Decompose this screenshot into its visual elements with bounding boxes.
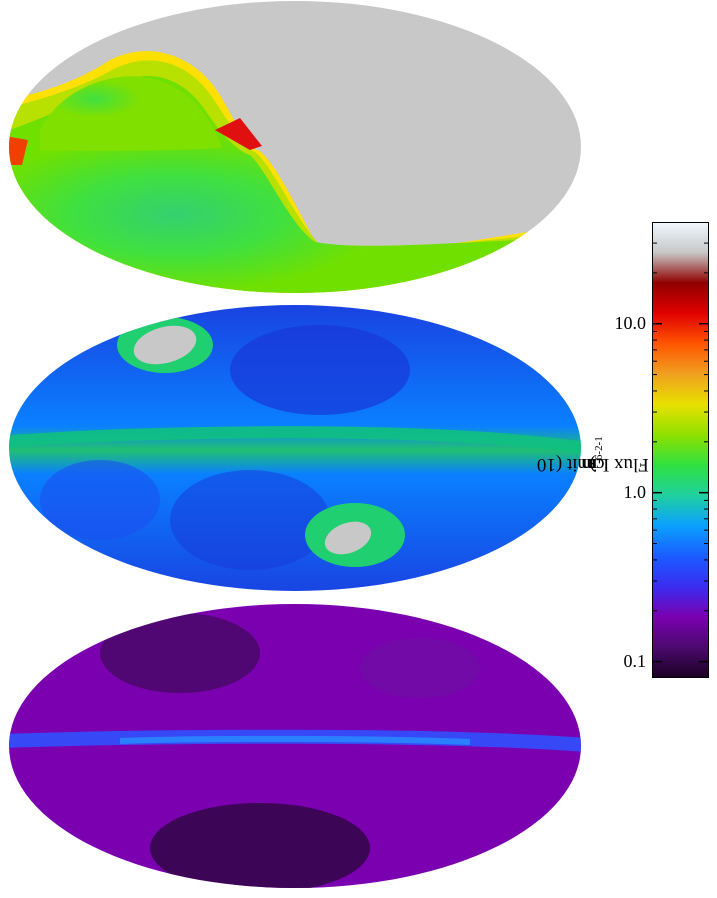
- sky-map-panel-2: [0, 300, 600, 600]
- sky-map-1: [9, 1, 581, 293]
- colorbar-label-end: ): [589, 453, 596, 475]
- colorbar-rect: [651, 221, 710, 679]
- colorbar-gradient: [651, 221, 710, 679]
- sky-map-2: [9, 305, 581, 591]
- mask-hole-2: [324, 521, 372, 555]
- colorbar-tick-label: 0.1: [623, 650, 647, 671]
- mask-hole-1: [133, 325, 197, 365]
- colorbar-label-exp3: -1: [592, 436, 605, 446]
- sky-map-3: [9, 604, 581, 888]
- colorbar: [651, 221, 710, 679]
- sky-map-panel-3: [0, 598, 600, 898]
- colorbar-tick-label: 1.0: [623, 481, 647, 502]
- sky-map-panel-1: [0, 0, 600, 300]
- colorbar-tick-label: 10.0: [614, 312, 647, 333]
